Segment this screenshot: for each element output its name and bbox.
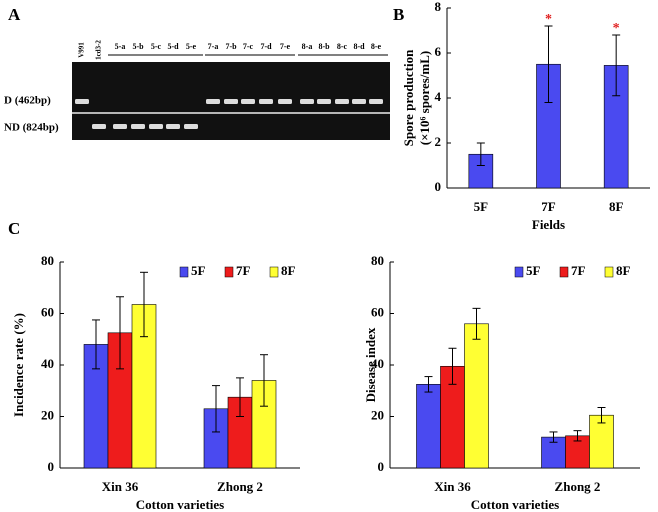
gel-band <box>278 99 292 104</box>
gel-band <box>224 99 238 104</box>
significance: * <box>613 21 620 36</box>
y-axis-label: (×10⁶ spores/mL) <box>417 51 432 145</box>
panel-label: A <box>8 5 21 24</box>
y-tick-label: 80 <box>371 253 384 268</box>
gel-band <box>113 124 127 129</box>
legend-swatch <box>514 266 524 278</box>
lane-label: V991 <box>78 42 86 58</box>
y-tick-label: 0 <box>48 459 55 474</box>
legend-label: 7F <box>236 263 251 278</box>
lane-label: 8-d <box>353 42 365 51</box>
lane-label: 8-a <box>302 42 313 51</box>
lane-label: 7-e <box>280 42 291 51</box>
x-tick-label: Xin 36 <box>434 479 471 494</box>
lane-label: 5-e <box>186 42 197 51</box>
y-tick-label: 0 <box>378 459 385 474</box>
legend-label: 8F <box>616 263 631 278</box>
legend-swatch <box>224 266 234 278</box>
bar <box>464 323 489 469</box>
legend-swatch <box>179 266 189 278</box>
gel-band <box>241 99 255 104</box>
legend-swatch <box>269 266 279 278</box>
lane-label: 8-b <box>318 42 330 51</box>
gel-band <box>92 124 106 129</box>
lane-label: 7-a <box>208 42 219 51</box>
y-tick-label: 6 <box>435 44 442 59</box>
bar <box>589 414 614 469</box>
panel-label: B <box>393 5 404 24</box>
x-tick-label: 7F <box>541 199 556 214</box>
x-tick-label: Xin 36 <box>102 479 139 494</box>
y-axis-label: Incidence rate (%) <box>11 313 26 417</box>
gel-band <box>206 99 220 104</box>
gel-band <box>166 124 180 129</box>
legend-swatch <box>604 266 614 278</box>
y-tick-label: 4 <box>435 89 442 104</box>
gel-band <box>75 99 89 104</box>
gel-band <box>352 99 366 104</box>
gel-band <box>317 99 331 104</box>
y-tick-label: 20 <box>41 407 54 422</box>
lane-label: 5-a <box>115 42 126 51</box>
gel-band <box>335 99 349 104</box>
legend-label: 5F <box>526 263 541 278</box>
x-axis-label: Cotton varieties <box>136 497 224 512</box>
gel-row-label: ND (824bp) <box>4 122 59 134</box>
y-tick-label: 0 <box>435 179 442 194</box>
y-tick-label: 8 <box>435 0 442 14</box>
lane-label: 8-c <box>337 42 348 51</box>
bar <box>541 436 566 469</box>
y-tick-label: 2 <box>435 134 442 149</box>
x-axis-label: Fields <box>532 217 565 232</box>
x-axis-label: Cotton varieties <box>471 497 559 512</box>
legend-swatch <box>559 266 569 278</box>
lane-label: 8-e <box>371 42 382 51</box>
y-tick-label: 40 <box>371 356 384 371</box>
x-tick-label: Zhong 2 <box>555 479 601 494</box>
y-tick-label: 40 <box>41 356 54 371</box>
x-tick-label: 5F <box>474 199 489 214</box>
lane-label: 1cd3-2 <box>95 40 103 60</box>
lane-label: 7-b <box>225 42 237 51</box>
legend-label: 8F <box>281 263 296 278</box>
y-tick-label: 80 <box>41 253 54 268</box>
lane-label: 5-b <box>132 42 144 51</box>
y-tick-label: 60 <box>371 304 384 319</box>
bar <box>416 384 441 469</box>
panel-label: C <box>8 219 20 238</box>
lane-label: 7-c <box>243 42 254 51</box>
gel-row-label: D (462bp) <box>4 95 51 107</box>
lane-label: 5-d <box>167 42 179 51</box>
y-tick-label: 60 <box>41 304 54 319</box>
gel-band <box>369 99 383 104</box>
legend-label: 7F <box>571 263 586 278</box>
x-tick-label: Zhong 2 <box>217 479 263 494</box>
gel-band <box>184 124 198 129</box>
y-tick-label: 20 <box>371 407 384 422</box>
lane-label: 5-c <box>151 42 162 51</box>
gel-band <box>300 99 314 104</box>
gel-band <box>259 99 273 104</box>
legend-label: 5F <box>191 263 206 278</box>
lane-label: 7-d <box>260 42 272 51</box>
y-axis-label: Spore production <box>401 49 416 146</box>
significance: * <box>545 12 552 27</box>
gel-band <box>131 124 145 129</box>
x-tick-label: 8F <box>609 199 624 214</box>
y-axis-label: Disease index <box>363 327 378 402</box>
gel-band <box>149 124 163 129</box>
